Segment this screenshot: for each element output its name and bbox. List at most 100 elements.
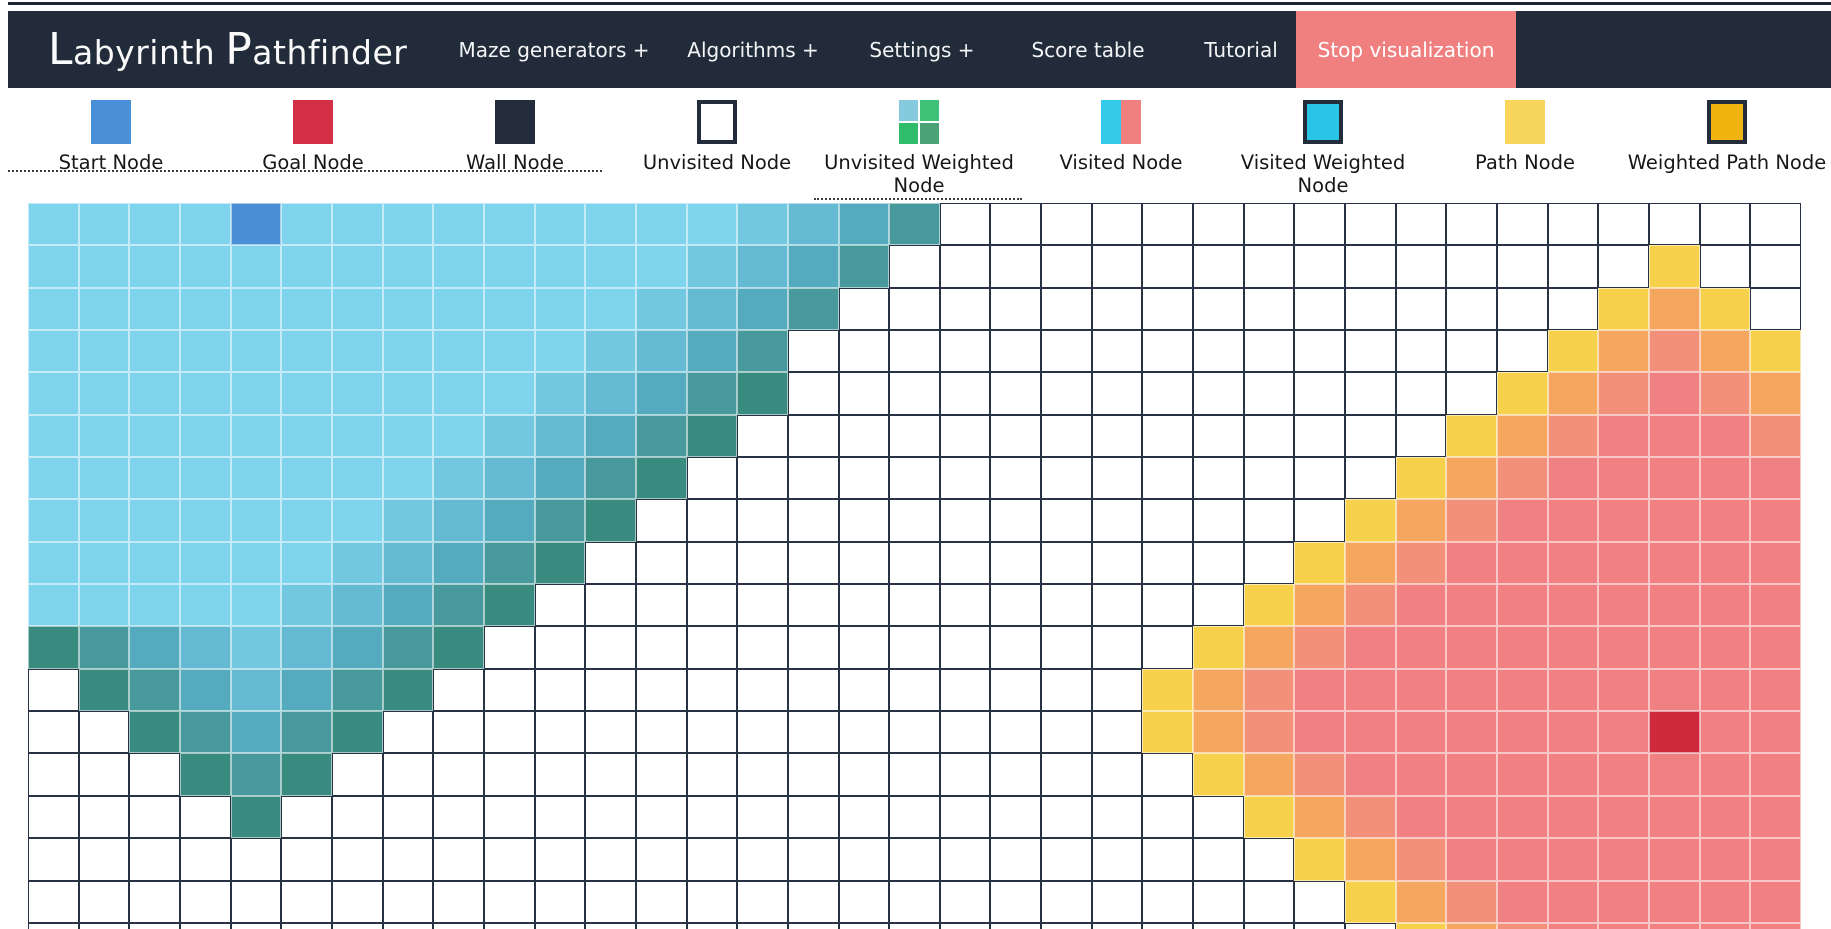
grid-cell-visited[interactable] [78,584,130,627]
grid-cell-unvisited[interactable] [939,838,991,881]
grid-cell-unvisited[interactable] [737,668,788,712]
grid-cell-unvisited[interactable] [1547,203,1599,246]
grid-cell-unvisited[interactable] [889,668,940,712]
grid-cell-unvisited[interactable] [939,584,991,627]
grid-cell-visited[interactable] [686,330,738,373]
grid-cell-unvisited[interactable] [1193,499,1244,542]
grid-cell-unvisited[interactable] [939,245,991,288]
grid-cell-visited[interactable] [1294,626,1346,669]
grid-cell-visited[interactable] [686,203,738,246]
grid-cell-visited[interactable] [686,414,738,458]
grid-cell-visited[interactable] [1446,795,1498,839]
grid-cell-unvisited[interactable] [1142,245,1194,288]
grid-cell-unvisited[interactable] [1243,838,1295,881]
grid-cell-visited[interactable] [179,626,231,669]
grid-cell-visited[interactable] [737,330,788,373]
grid-cell-unvisited[interactable] [483,795,535,839]
grid-cell-visited[interactable] [1395,457,1447,500]
grid-cell-visited[interactable] [1699,880,1751,923]
grid-cell-unvisited[interactable] [635,922,687,929]
grid-cell-visited[interactable] [1446,626,1498,669]
grid-cell-visited[interactable] [1598,711,1649,754]
grid-cell-unvisited[interactable] [838,838,890,881]
grid-cell-unvisited[interactable] [838,711,890,754]
grid-cell-unvisited[interactable] [585,880,636,923]
grid-cell-visited[interactable] [1649,795,1700,839]
grid-cell-unvisited[interactable] [939,372,991,415]
grid-cell-visited[interactable] [483,287,535,331]
grid-cell-visited[interactable] [179,668,231,712]
grid-cell-unvisited[interactable] [889,541,940,585]
grid-cell-visited[interactable] [1699,584,1751,627]
grid-cell-unvisited[interactable] [28,922,79,929]
grid-cell-unvisited[interactable] [1041,753,1092,796]
grid-cell-unvisited[interactable] [1497,245,1548,288]
grid-cell-unvisited[interactable] [179,922,231,929]
grid-cell-visited[interactable] [1699,838,1751,881]
grid-cell-unvisited[interactable] [889,795,940,839]
grid-cell-visited[interactable] [1243,626,1295,669]
grid-cell-visited[interactable] [483,245,535,288]
grid-cell-unvisited[interactable] [1193,330,1244,373]
grid-cell-unvisited[interactable] [1091,922,1143,929]
grid-cell-unvisited[interactable] [838,584,890,627]
grid-cell-visited[interactable] [1598,287,1649,331]
grid-cell-visited[interactable] [331,287,383,331]
grid-cell-unvisited[interactable] [1091,330,1143,373]
grid-cell-visited[interactable] [483,457,535,500]
grid-cell-visited[interactable] [1497,372,1548,415]
grid-cell-unvisited[interactable] [1243,922,1295,929]
grid-cell-visited[interactable] [129,245,180,288]
grid-cell-visited[interactable] [737,372,788,415]
grid-cell-visited[interactable] [635,245,687,288]
grid-cell-unvisited[interactable] [737,838,788,881]
grid-cell-unvisited[interactable] [1041,838,1092,881]
grid-cell-unvisited[interactable] [1294,499,1346,542]
grid-cell-visited[interactable] [635,330,687,373]
grid-cell-unvisited[interactable] [838,795,890,839]
grid-cell-unvisited[interactable] [331,838,383,881]
grid-cell-unvisited[interactable] [838,457,890,500]
grid-cell-visited[interactable] [1294,668,1346,712]
grid-cell-unvisited[interactable] [1395,372,1447,415]
grid-cell-visited[interactable] [1497,626,1548,669]
grid-cell-visited[interactable] [382,372,434,415]
grid-cell-visited[interactable] [1446,922,1498,929]
grid-cell-visited[interactable] [1294,711,1346,754]
grid-cell-visited[interactable] [787,203,839,246]
grid-cell-unvisited[interactable] [686,795,738,839]
start-node[interactable] [230,203,282,246]
grid-cell-unvisited[interactable] [534,711,586,754]
grid-cell-unvisited[interactable] [990,880,1042,923]
grid-cell-unvisited[interactable] [1041,372,1092,415]
grid-cell-unvisited[interactable] [1497,330,1548,373]
grid-cell-unvisited[interactable] [1294,287,1346,331]
grid-cell-visited[interactable] [1395,584,1447,627]
grid-cell-unvisited[interactable] [635,711,687,754]
grid-cell-unvisited[interactable] [990,457,1042,500]
grid-cell-visited[interactable] [635,414,687,458]
grid-cell-visited[interactable] [28,457,79,500]
grid-cell-unvisited[interactable] [1041,626,1092,669]
grid-cell-unvisited[interactable] [1598,245,1649,288]
grid-cell-unvisited[interactable] [889,245,940,288]
grid-cell-visited[interactable] [382,668,434,712]
grid-cell-unvisited[interactable] [1142,457,1194,500]
grid-cell-unvisited[interactable] [990,414,1042,458]
grid-cell-visited[interactable] [129,541,180,585]
grid-cell-unvisited[interactable] [1446,245,1498,288]
grid-cell-visited[interactable] [179,287,231,331]
grid-cell-visited[interactable] [1598,372,1649,415]
grid-cell-unvisited[interactable] [1294,203,1346,246]
grid-cell-visited[interactable] [281,711,332,754]
grid-cell-unvisited[interactable] [1345,330,1396,373]
grid-cell-unvisited[interactable] [635,541,687,585]
grid-cell-unvisited[interactable] [990,753,1042,796]
grid-cell-visited[interactable] [1547,372,1599,415]
grid-cell-visited[interactable] [382,330,434,373]
grid-cell-visited[interactable] [1598,457,1649,500]
grid-cell-visited[interactable] [1750,626,1801,669]
grid-cell-unvisited[interactable] [1041,330,1092,373]
grid-cell-unvisited[interactable] [737,711,788,754]
grid-cell-visited[interactable] [635,203,687,246]
